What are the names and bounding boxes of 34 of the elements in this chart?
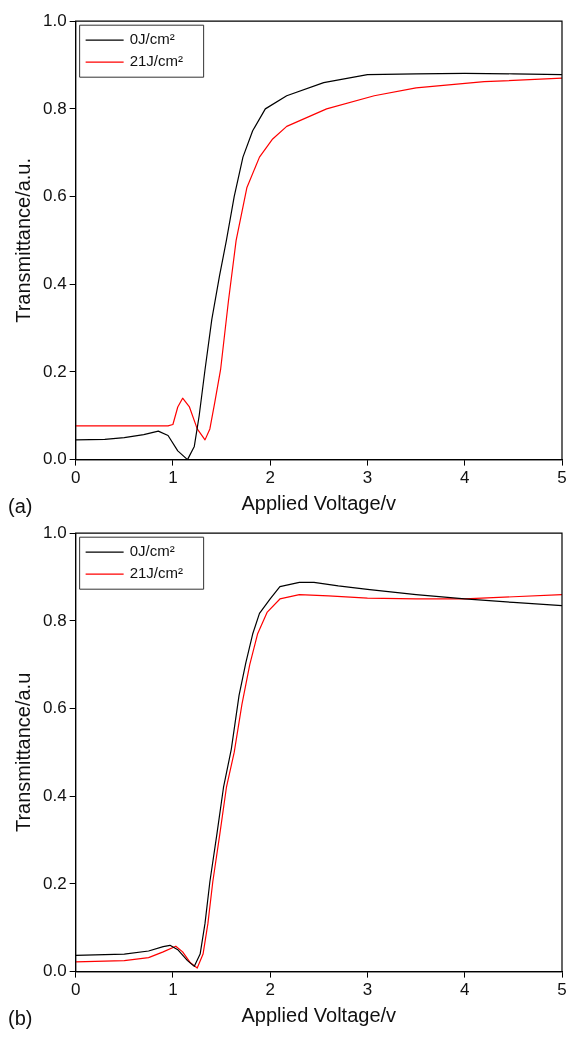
x-tick-label: 2 xyxy=(265,468,275,488)
x-tick-label: 3 xyxy=(362,468,373,488)
x-axis-title: Applied Voltage/v xyxy=(241,1003,397,1026)
x-tick-label: 4 xyxy=(459,980,470,1000)
x-tick-label: 5 xyxy=(557,980,567,1000)
x-tick-label: 1 xyxy=(168,980,178,1000)
y-tick-label: 0.0 xyxy=(42,961,67,981)
x-axis-title: Applied Voltage/v xyxy=(241,491,397,514)
y-tick-label: 0.0 xyxy=(42,449,67,469)
text: (b) xyxy=(8,1007,33,1030)
x-tick-label: 5 xyxy=(557,468,567,488)
x-tick-label: 1 xyxy=(168,468,178,488)
y-axis-title: Transmittance/a.u. xyxy=(11,157,34,323)
y-axis-title: Transmittance/a.u xyxy=(11,672,34,833)
x-tick-label: 0 xyxy=(70,980,81,1000)
x-tick-label: 3 xyxy=(362,980,373,1000)
x-tick-label: 4 xyxy=(459,468,470,488)
y-tick-label: 0.4 xyxy=(42,273,67,293)
y-tick-label: 0.8 xyxy=(42,610,67,630)
y-tick-label: 1.0 xyxy=(42,10,67,30)
y-tick-label: 0.6 xyxy=(42,698,67,718)
y-tick-label: 0.2 xyxy=(42,361,67,381)
y-tick-label: 0.6 xyxy=(42,186,67,206)
legend-label: 21J/cm² xyxy=(129,52,183,70)
text: (a) xyxy=(8,495,33,518)
legend-label: 0J/cm² xyxy=(129,30,175,48)
legend-label: 0J/cm² xyxy=(129,542,175,560)
y-tick-label: 0.4 xyxy=(42,785,67,805)
y-tick-label: 1.0 xyxy=(42,522,67,542)
y-tick-label: 0.8 xyxy=(42,98,67,118)
x-tick-label: 0 xyxy=(70,468,81,488)
y-tick-label: 0.2 xyxy=(42,873,67,893)
x-tick-label: 2 xyxy=(265,980,275,1000)
legend-label: 21J/cm² xyxy=(129,564,183,582)
